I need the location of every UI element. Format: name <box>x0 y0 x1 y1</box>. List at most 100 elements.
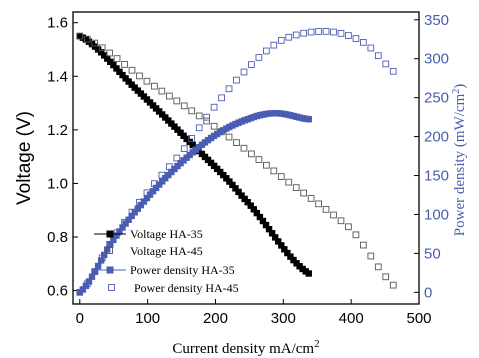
data-point <box>106 49 113 57</box>
data-point <box>180 145 188 152</box>
plot-frame <box>72 11 420 305</box>
data-point <box>128 212 135 220</box>
y-right-tick-label: 150 <box>424 168 449 185</box>
data-point <box>158 87 166 95</box>
data-point <box>292 31 300 39</box>
data-point <box>248 150 255 158</box>
legend-marker-voltage-ha-35 <box>106 230 114 238</box>
legend-label-power-density-ha-35: Power density HA-35 <box>130 263 235 277</box>
data-point <box>203 117 211 125</box>
y-axis-label-right-superscript: 2 <box>451 89 462 94</box>
data-point <box>225 85 233 93</box>
data-point <box>223 175 230 182</box>
data-point <box>121 61 128 68</box>
data-point <box>195 124 203 132</box>
y-right-tick-label: 0 <box>424 284 432 301</box>
data-point <box>241 195 248 203</box>
data-point <box>85 278 93 285</box>
x-tick-label: 300 <box>271 310 296 327</box>
data-point <box>188 135 196 142</box>
data-point <box>128 208 136 216</box>
data-point <box>382 60 390 68</box>
data-point <box>143 77 151 85</box>
data-point <box>113 65 120 72</box>
data-point <box>255 156 263 163</box>
data-point <box>82 282 90 290</box>
data-point <box>116 68 123 75</box>
data-point <box>247 202 254 209</box>
data-point <box>345 32 352 39</box>
data-point <box>307 195 315 202</box>
data-point <box>285 33 293 41</box>
legend-entry-power-density-ha-45: Power density HA-45 <box>108 281 239 295</box>
y-right-tick-label: 50 <box>424 245 441 262</box>
series-4 <box>76 28 397 296</box>
data-point <box>107 58 114 66</box>
data-point <box>140 198 148 205</box>
series-1 <box>76 32 312 277</box>
data-point <box>305 116 312 123</box>
data-point <box>203 113 211 121</box>
data-point <box>389 281 397 289</box>
data-point <box>98 254 106 262</box>
y-right-tick-label: 300 <box>424 51 449 68</box>
data-point <box>122 220 129 227</box>
data-point <box>151 82 158 90</box>
data-point <box>233 139 240 146</box>
data-point <box>240 144 248 152</box>
legend-marker-power-density-ha-35 <box>106 266 114 274</box>
data-point <box>315 200 322 208</box>
data-point <box>76 32 84 40</box>
data-point <box>233 76 240 84</box>
data-point <box>229 181 236 189</box>
data-point <box>259 217 267 225</box>
legend-label-voltage-ha-35: Voltage HA-35 <box>130 227 203 241</box>
data-point <box>277 173 285 180</box>
data-point <box>262 221 270 229</box>
data-point <box>121 218 128 226</box>
data-point <box>337 217 345 225</box>
data-point <box>360 241 367 249</box>
data-point <box>113 229 121 237</box>
data-point <box>270 41 278 49</box>
data-point <box>116 228 123 235</box>
data-point <box>195 112 203 120</box>
data-point <box>83 280 91 288</box>
data-point <box>119 224 126 231</box>
data-point <box>110 61 117 69</box>
data-point <box>235 188 242 196</box>
x-tick-label: 0 <box>76 310 84 327</box>
y-left-tick-label: 0.8 <box>47 229 68 246</box>
data-point <box>330 211 337 219</box>
data-point <box>284 249 291 257</box>
data-point <box>322 28 330 35</box>
data-point <box>290 256 297 264</box>
data-point <box>330 28 337 36</box>
data-point <box>352 35 360 42</box>
data-point <box>104 55 111 62</box>
legend-entry-voltage-ha-45: Voltage HA-45 <box>106 244 203 258</box>
data-point <box>315 28 322 35</box>
data-point <box>165 92 173 100</box>
y-right-tick-label: 350 <box>424 12 449 29</box>
data-point <box>91 268 99 275</box>
data-point <box>300 29 308 37</box>
y-axis-label-right-main: Power density (mW/cm <box>452 93 468 236</box>
data-point <box>119 71 126 79</box>
data-point <box>322 206 330 213</box>
data-point <box>143 189 151 197</box>
data-point <box>83 35 91 43</box>
y-right-tick-label: 100 <box>424 206 449 223</box>
legend-label-power-density-ha-45: Power density HA-45 <box>134 281 239 295</box>
legend-label-voltage-ha-45: Voltage HA-45 <box>130 244 203 258</box>
data-point <box>271 234 279 241</box>
x-tick-label: 200 <box>203 310 228 327</box>
data-point <box>244 198 251 206</box>
data-point <box>152 184 160 192</box>
data-point <box>253 209 261 217</box>
data-point <box>125 216 132 223</box>
data-point <box>345 223 352 231</box>
data-point <box>292 184 300 191</box>
data-point <box>151 180 158 187</box>
legend-marker-power-density-ha-45 <box>108 284 115 291</box>
